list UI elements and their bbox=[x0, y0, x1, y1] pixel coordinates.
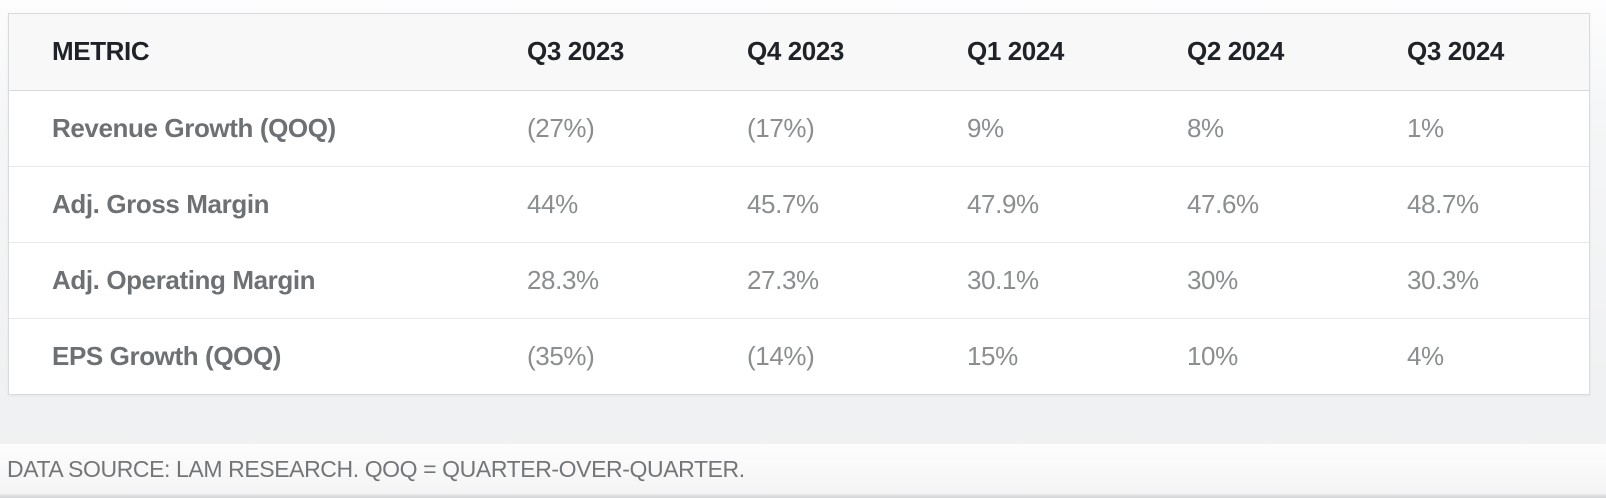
cell-value: 8% bbox=[1187, 112, 1224, 143]
cell-value: 15% bbox=[967, 317, 1187, 394]
cell-value: 28.3% bbox=[527, 241, 747, 318]
cell-value: 9% bbox=[967, 112, 1004, 143]
column-header-q3-2024: Q3 2024 bbox=[1407, 14, 1589, 91]
cell-value: 47.9% bbox=[967, 165, 1187, 242]
data-source-band: DATA SOURCE: LAM RESEARCH. QOQ = QUARTER… bbox=[0, 444, 1606, 494]
cell-value: 30.1% bbox=[967, 241, 1187, 318]
row-label: Adj. Gross Margin bbox=[9, 165, 527, 242]
data-source-note: DATA SOURCE: LAM RESEARCH. QOQ = QUARTER… bbox=[7, 456, 745, 482]
cell-value: 47.6% bbox=[1187, 165, 1407, 242]
column-header-q3-2023: Q3 2023 bbox=[527, 14, 747, 91]
cell-value: 4% bbox=[1407, 317, 1589, 394]
cell-value: 30.3% bbox=[1407, 241, 1589, 318]
column-header-q1-2024: Q1 2024 bbox=[967, 14, 1187, 91]
table-row-gross-margin: Adj. Gross Margin 44% 45.7% 47.9% 47.6% … bbox=[9, 165, 1589, 242]
cell-value: (35%) bbox=[527, 317, 747, 394]
cell-value: (17%) bbox=[747, 112, 815, 143]
column-header-metric: METRIC bbox=[9, 14, 527, 91]
column-header-q2-2024: Q2 2024 bbox=[1187, 14, 1407, 91]
cell-value: 10% bbox=[1187, 317, 1407, 394]
metrics-table-card: METRIC Q3 2023 Q4 2023 Q1 2024 Q2 2024 Q… bbox=[8, 13, 1590, 395]
cell-value: 44% bbox=[527, 165, 747, 242]
cell-value: 30% bbox=[1187, 241, 1407, 318]
row-label: Adj. Operating Margin bbox=[9, 241, 527, 318]
column-header-q4-2023: Q4 2023 bbox=[747, 14, 967, 91]
table-row-operating-margin: Adj. Operating Margin 28.3% 27.3% 30.1% … bbox=[9, 241, 1589, 318]
table-row-revenue-growth: Revenue Growth (QOQ) (27%) (17%) 9% 8% 1… bbox=[9, 90, 1589, 166]
cell-value: (27%) bbox=[527, 112, 595, 143]
table-row-eps-growth: EPS Growth (QOQ) (35%) (14%) 15% 10% 4% bbox=[9, 317, 1589, 394]
cell-value: 45.7% bbox=[747, 165, 967, 242]
row-label: EPS Growth (QOQ) bbox=[9, 317, 527, 394]
header-row: METRIC Q3 2023 Q4 2023 Q1 2024 Q2 2024 Q… bbox=[9, 14, 1589, 91]
cell-value: 27.3% bbox=[747, 241, 967, 318]
quarterly-metrics-table: METRIC Q3 2023 Q4 2023 Q1 2024 Q2 2024 Q… bbox=[9, 14, 1589, 394]
bottom-edge-shadow bbox=[0, 493, 1606, 498]
cell-value: 1% bbox=[1407, 112, 1444, 143]
cell-value: 48.7% bbox=[1407, 165, 1589, 242]
row-label: Revenue Growth (QOQ) bbox=[52, 112, 336, 143]
cell-value: (14%) bbox=[747, 317, 967, 394]
